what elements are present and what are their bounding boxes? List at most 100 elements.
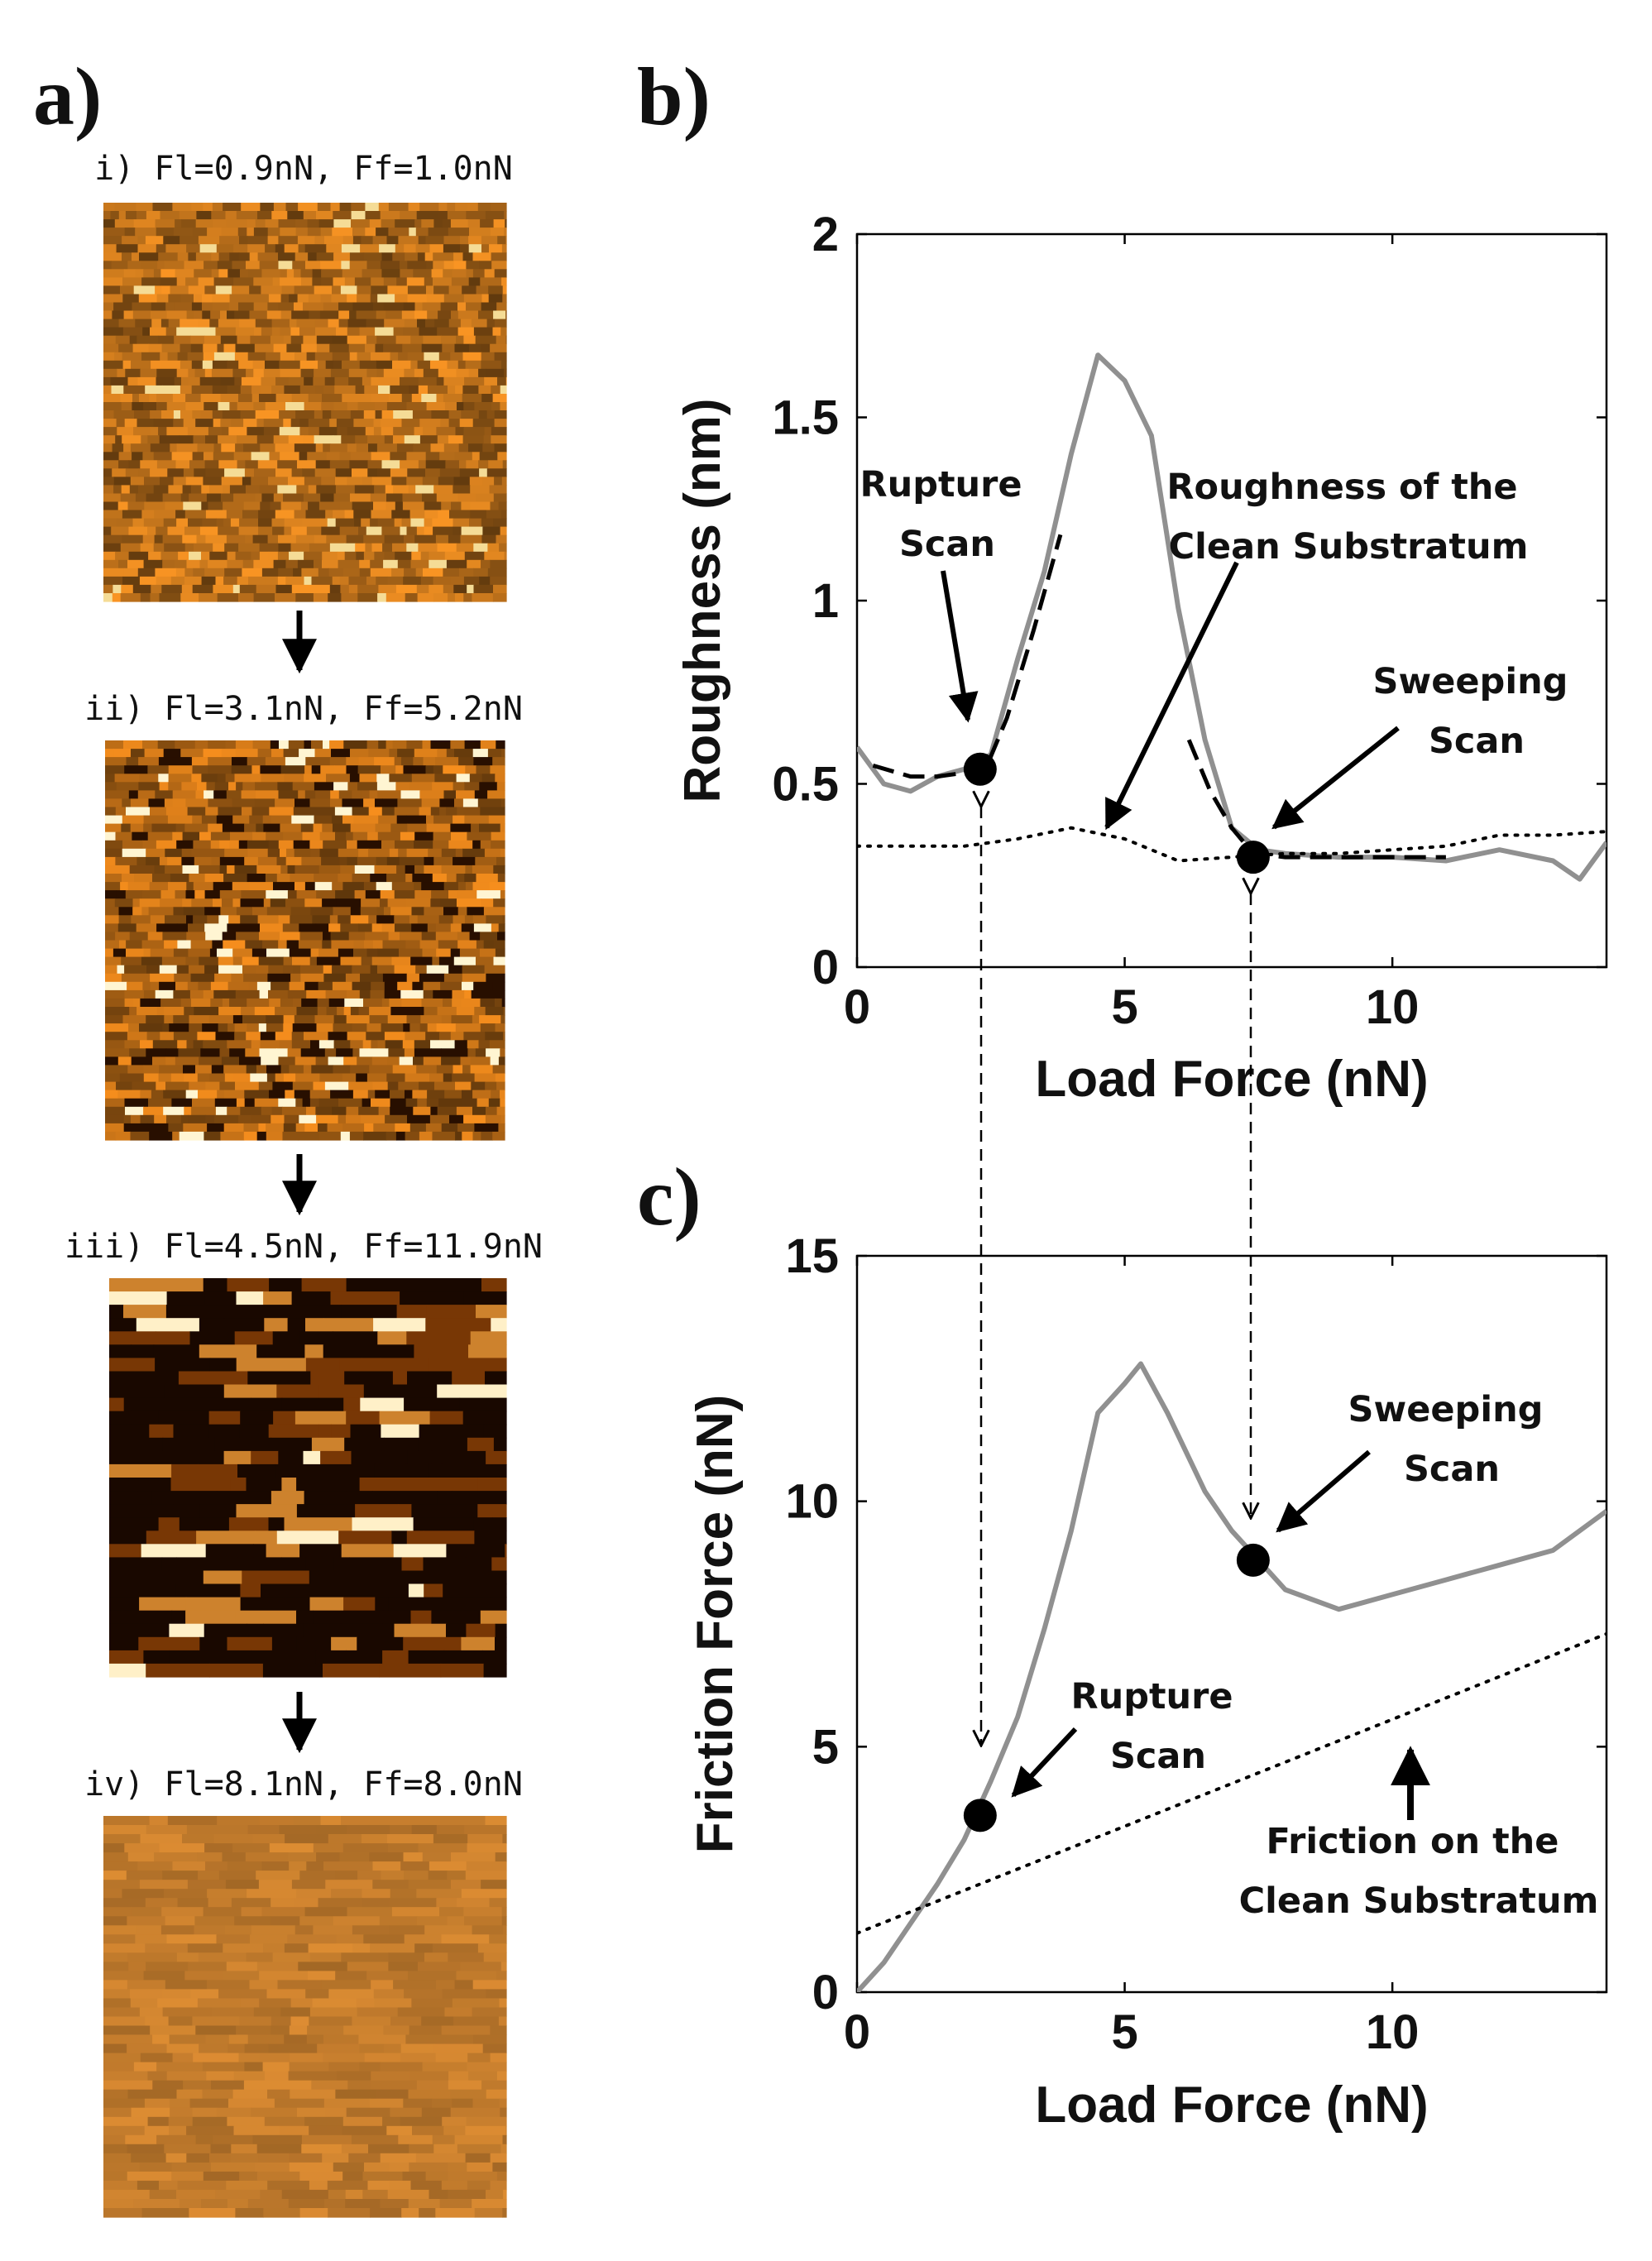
afm-pixel-strip	[339, 1358, 362, 1372]
afm-pixel-strip	[247, 757, 266, 766]
afm-pixel-strip	[204, 452, 214, 461]
afm-pixel-strip	[236, 1291, 264, 1305]
afm-pixel-strip	[191, 1106, 217, 1116]
roughness-substratum-line1: Roughness of the	[1166, 467, 1517, 508]
afm-pixel-strip	[367, 460, 383, 469]
afm-pixel-strip	[384, 1032, 405, 1041]
afm-pixel-strip	[261, 376, 276, 386]
afm-pixel-strip	[103, 360, 124, 370]
afm-pixel-strip	[438, 352, 451, 362]
afm-pixel-strip	[235, 989, 261, 999]
afm-pixel-strip	[312, 1998, 357, 2009]
afm-pixel-strip	[227, 1636, 273, 1651]
afm-pixel-strip	[222, 823, 245, 833]
afm-pixel-strip	[265, 360, 280, 370]
afm-pixel-strip	[143, 948, 151, 958]
afm-pixel-strip	[303, 1450, 321, 1465]
afm-pixel-strip	[454, 798, 464, 808]
afm-pixel-strip	[213, 277, 234, 286]
afm-pixel-strip	[430, 807, 440, 817]
afm-pixel-strip	[346, 1650, 383, 1665]
afm-pixel-strip	[285, 402, 305, 411]
afm-pixel-strip	[109, 1557, 163, 1572]
afm-pixel-strip	[167, 1816, 218, 1826]
afm-pixel-strip	[398, 236, 419, 245]
afm-pixel-strip	[170, 443, 178, 453]
afm-pixel-strip	[408, 485, 416, 494]
afm-pixel-strip	[294, 1015, 316, 1024]
afm-pixel-strip	[295, 410, 315, 419]
afm-pixel-strip	[323, 932, 332, 941]
afm-pixel-strip	[400, 526, 408, 536]
afm-pixel-strip	[483, 907, 505, 916]
afm-pixel-strip	[289, 294, 299, 304]
afm-pixel-strip	[436, 948, 452, 958]
afm-pixel-strip	[495, 1636, 507, 1651]
afm-pixel-strip	[323, 2053, 366, 2063]
afm-pixel-strip	[164, 1015, 174, 1024]
afm-pixel-strip	[125, 211, 137, 220]
afm-pixel-strip	[409, 510, 425, 520]
afm-pixel-strip	[122, 352, 142, 362]
afm-pixel-strip	[316, 485, 337, 494]
afm-pixel-strip	[160, 477, 175, 486]
afm-pixel-strip	[312, 915, 331, 924]
afm-pixel-strip	[390, 1889, 417, 1899]
afm-pixel-strip	[371, 352, 391, 362]
afm-pixel-strip	[283, 335, 292, 345]
afm-pixel-strip	[304, 402, 322, 411]
afm-pixel-strip	[347, 1825, 390, 1835]
afm-pixel-strip	[180, 493, 189, 503]
afm-pixel-strip	[406, 477, 424, 486]
afm-pixel-strip	[364, 2162, 390, 2172]
afm-pixel-strip	[437, 1491, 453, 1505]
afm-pixel-strip	[186, 1040, 194, 1049]
afm-pixel-strip	[315, 443, 323, 453]
afm-pixel-strip	[478, 410, 488, 419]
afm-pixel-strip	[321, 477, 336, 486]
afm-pixel-strip	[432, 782, 454, 791]
afm-pixel-strip	[350, 493, 371, 503]
afm-pixel-strip	[291, 584, 311, 594]
afm-pixel-strip	[136, 1318, 200, 1332]
afm-pixel-strip	[229, 294, 249, 304]
afm-pixel-strip	[230, 2153, 259, 2163]
afm-pixel-strip	[264, 2116, 305, 2127]
afm-pixel-strip	[346, 1411, 381, 1425]
afm-pixel-strip	[469, 228, 491, 237]
afm-pixel-strip	[146, 1032, 160, 1041]
afm-pixel-strip	[109, 1331, 156, 1345]
afm-pixel-strip	[328, 923, 341, 933]
afm-pixel-strip	[487, 749, 502, 758]
afm-pixel-strip	[165, 915, 187, 924]
afm-pixel-strip	[321, 269, 343, 278]
afm-pixel-strip	[319, 1073, 343, 1083]
afm-pixel-strip	[172, 790, 196, 800]
afm-pixel-strip	[190, 998, 211, 1008]
afm-pixel-strip	[132, 402, 144, 411]
afm-pixel-strip	[249, 882, 274, 891]
afm-pixel-strip	[481, 534, 497, 544]
afm-pixel-strip	[406, 277, 425, 286]
afm-pixel-strip	[240, 385, 252, 395]
afm-pixel-strip	[256, 1065, 267, 1075]
afm-pixel-strip	[328, 593, 342, 602]
afm-pixel-strip	[105, 989, 126, 999]
afm-pixel-strip	[400, 261, 408, 270]
afm-pixel-strip	[232, 757, 248, 766]
afm-pixel-strip	[136, 211, 147, 220]
afm-pixel-strip	[358, 848, 369, 858]
afm-pixel-strip	[486, 915, 504, 924]
afm-pixel-strip	[486, 510, 502, 520]
afm-image-3	[109, 1278, 507, 1678]
afm-pixel-strip	[124, 965, 147, 975]
afm-pixel-strip	[117, 501, 129, 511]
afm-pixel-strip	[381, 460, 400, 469]
afm-pixel-strip	[124, 1843, 160, 1853]
afm-pixel-strip	[309, 543, 331, 553]
afm-pixel-strip	[160, 1925, 195, 1935]
afm-pixel-strip	[233, 2125, 280, 2136]
afm-pixel-strip	[375, 798, 383, 808]
afm-pixel-strip	[438, 956, 455, 966]
afm-pixel-strip	[132, 452, 143, 461]
